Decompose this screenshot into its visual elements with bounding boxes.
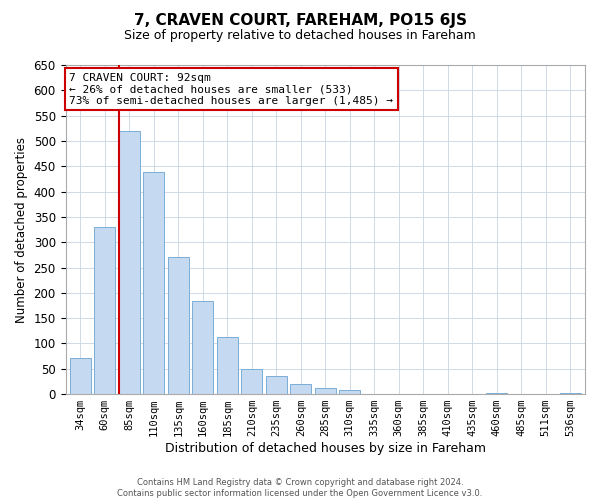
Text: 7, CRAVEN COURT, FAREHAM, PO15 6JS: 7, CRAVEN COURT, FAREHAM, PO15 6JS: [133, 12, 467, 28]
Text: Contains HM Land Registry data © Crown copyright and database right 2024.
Contai: Contains HM Land Registry data © Crown c…: [118, 478, 482, 498]
Bar: [143, 172, 164, 394]
Bar: [315, 388, 335, 394]
Text: Size of property relative to detached houses in Fareham: Size of property relative to detached ho…: [124, 29, 476, 42]
Bar: [266, 376, 287, 394]
Bar: [119, 131, 140, 394]
Bar: [168, 258, 188, 394]
Bar: [290, 384, 311, 394]
X-axis label: Distribution of detached houses by size in Fareham: Distribution of detached houses by size …: [165, 442, 486, 455]
Bar: [241, 369, 262, 394]
Bar: [487, 392, 507, 394]
Bar: [217, 337, 238, 394]
Text: 7 CRAVEN COURT: 92sqm
← 26% of detached houses are smaller (533)
73% of semi-det: 7 CRAVEN COURT: 92sqm ← 26% of detached …: [69, 72, 393, 106]
Bar: [193, 301, 213, 394]
Bar: [70, 358, 91, 394]
Bar: [340, 390, 360, 394]
Y-axis label: Number of detached properties: Number of detached properties: [15, 136, 28, 322]
Bar: [94, 227, 115, 394]
Bar: [560, 392, 581, 394]
